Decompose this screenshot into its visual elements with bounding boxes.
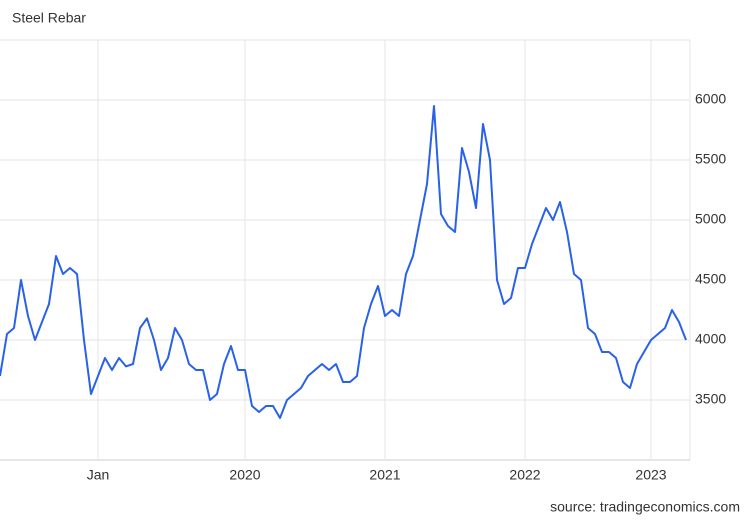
y-tick-label: 5000	[695, 211, 726, 227]
y-tick-label: 4500	[695, 271, 726, 287]
chart-title: Steel Rebar	[12, 10, 86, 26]
x-tick-label: 2021	[369, 467, 400, 483]
x-tick-label: 2020	[229, 467, 260, 483]
x-tick-label: 2023	[635, 467, 666, 483]
source: source: tradingeconomics.com	[550, 499, 740, 515]
x-tick-label: 2022	[509, 467, 540, 483]
y-tick-label: 4000	[695, 331, 726, 347]
x-tick-label: Jan	[87, 467, 110, 483]
y-tick-label: 5500	[695, 151, 726, 167]
y-tick-label: 3500	[695, 391, 726, 407]
y-tick-label: 6000	[695, 91, 726, 107]
line	[0, 105, 687, 419]
